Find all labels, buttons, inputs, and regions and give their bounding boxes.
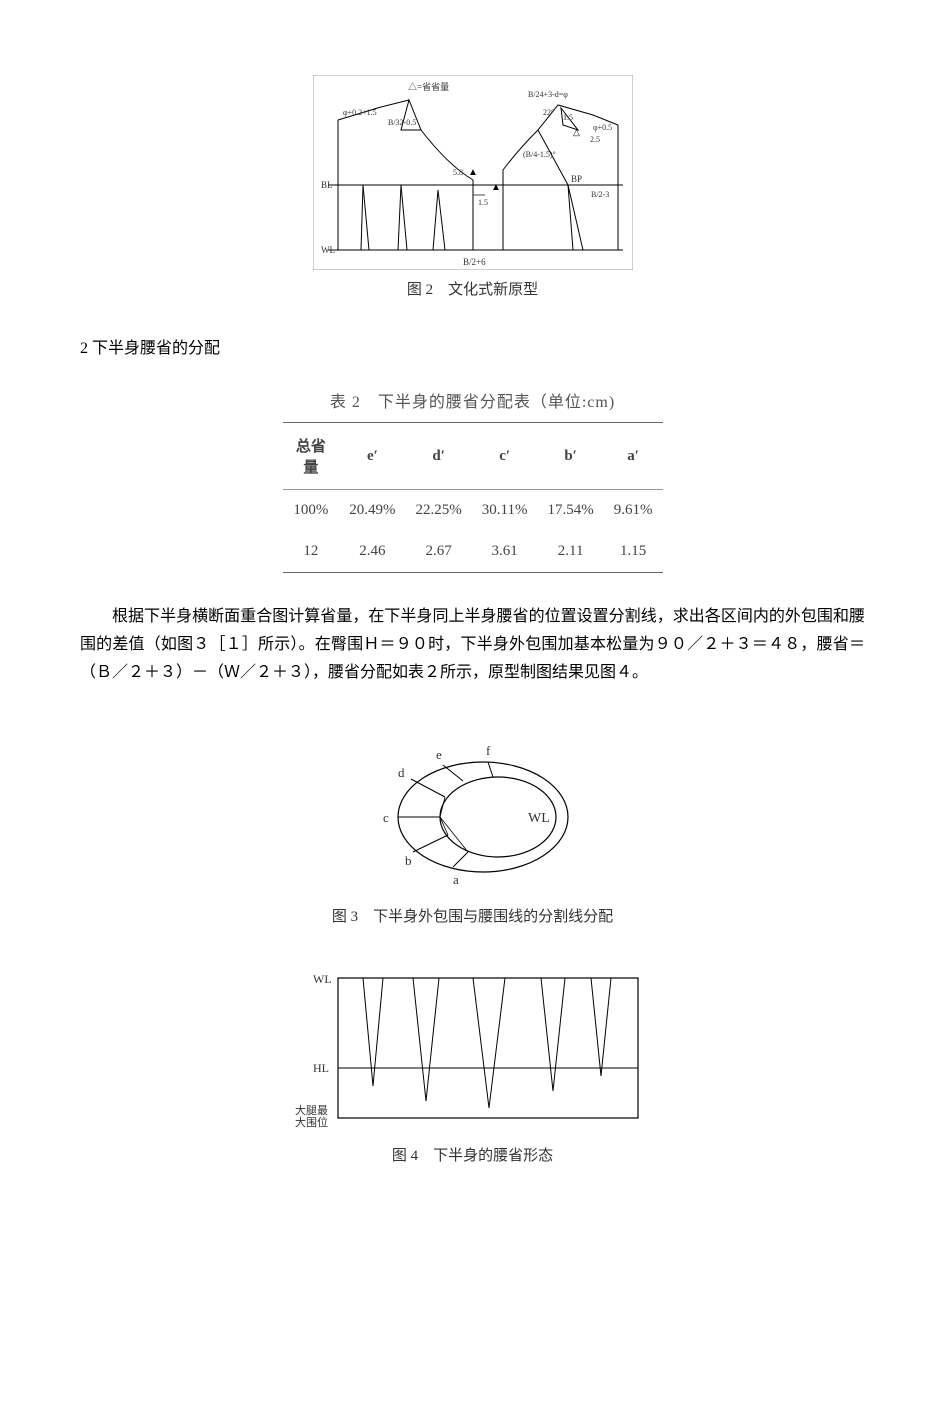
cell: 20.49% [339,490,405,532]
figure-2-caption: 图 2 文化式新原型 [407,278,538,299]
col-e: e′ [339,423,405,490]
figure-4-caption: 图 4 下半身的腰省形态 [392,1144,553,1165]
table-header-row: 总省量 e′ d′ c′ b′ a′ [283,423,663,490]
cell: 9.61% [604,490,663,532]
lbl-dart-amount: △=省省量 [408,81,449,92]
lbl-phi02: φ+0.2+1.5 [343,108,377,117]
cell: 17.54% [538,490,604,532]
lbl-58: 5.8 [453,168,463,177]
lbl-tri3: △ [573,127,580,137]
cell: 30.11% [472,490,538,532]
cell: 12 [283,531,340,573]
lbl-b23: B/2-3 [591,190,609,199]
lbl-thigh1: 大腿最 [295,1103,328,1117]
lbl-wl3: WL [528,811,550,826]
cell: 100% [283,490,340,532]
table-row: 12 2.46 2.67 3.61 2.11 1.15 [283,531,663,573]
figure-4-svg: WL HL 大腿最 大围位 [283,966,663,1136]
col-c: c′ [472,423,538,490]
figure-3-wrapper: a b c d e f WL 图 3 下半身外包围与腰围线的分割线分配 [0,737,945,926]
cell: 1.15 [604,531,663,573]
d3b [489,978,505,1108]
wd1b [363,185,369,250]
wd1a [361,185,363,250]
wd3b [438,190,445,250]
lbl-f: f [486,743,491,758]
lbl-a: a [453,872,459,887]
wd3a [433,190,438,250]
figure-3-svg: a b c d e f WL [333,737,613,897]
lbl-thigh2: 大围位 [295,1115,328,1129]
radial-f [488,762,493,777]
lbl-d: d [398,765,405,780]
d1b [373,978,383,1086]
col-a: a′ [604,423,663,490]
lbl-wl: WL [321,245,335,255]
figure-2-svg: △=省省量 φ+0.2+1.5 B/32-0.5 B/24+3-d=φ 22° … [313,75,633,270]
lbl-bl: BL [321,180,333,190]
table-row: 100% 20.49% 22.25% 30.11% 17.54% 9.61% [283,490,663,532]
d5a [591,978,601,1076]
para-line1: 根据下半身横断面重合图计算省量，在下半身同上半身腰省的位置设置分割线，求出各 [80,608,721,625]
d1a [363,978,373,1086]
lbl-wl4: WL [313,972,332,986]
table-2-wrapper: 表 2 下半身的腰省分配表（单位:cm) 总省量 e′ d′ c′ b′ a′ … [0,388,945,573]
section-2-heading: 2 下半身腰省的分配 [0,334,945,358]
radial-b [413,835,448,852]
col-d: d′ [406,423,472,490]
wd2a [398,185,401,250]
d4a [541,978,553,1091]
lbl-e: e [436,747,442,762]
cell: 2.11 [538,531,604,573]
lbl-22: 22° [543,108,554,117]
col-b: b′ [538,423,604,490]
lbl-c: c [383,810,389,825]
left-armhole [421,130,473,180]
lbl-tri1: ▲ [468,167,478,178]
d3a [473,978,489,1108]
d2b [426,978,439,1101]
lbl-b24: B/24+3-d=φ [528,90,568,99]
cell: 22.25% [406,490,472,532]
lbl-b: b [405,853,412,868]
lbl-tri2: ▲ [491,182,501,193]
cell: 2.67 [406,531,472,573]
radial-e [443,765,463,781]
figure-2-wrapper: △=省省量 φ+0.2+1.5 B/32-0.5 B/24+3-d=φ 22° … [0,75,945,299]
lbl-b32: B/32-0.5 [388,118,416,127]
d5b [601,978,611,1076]
chord3 [440,797,445,817]
chord1 [440,817,468,852]
para-line4: 原型制图结果见图４。 [488,664,648,681]
cell: 3.61 [472,531,538,573]
body-paragraph-1: 根据下半身横断面重合图计算省量，在下半身同上半身腰省的位置设置分割线，求出各区间… [0,603,945,687]
cell: 2.46 [339,531,405,573]
figure-4-wrapper: WL HL 大腿最 大围位 图 4 下半身的腰省形态 [0,966,945,1165]
d2a [413,978,426,1101]
lbl-bp: BP [571,174,582,184]
lbl-b26: B/2+6 [463,257,486,267]
radial-d [411,779,445,797]
lbl-25: 2.5 [590,135,600,144]
lbl-phi05: φ+0.5 [593,123,612,132]
lbl-hl4: HL [313,1061,329,1075]
radial-a [453,852,468,867]
wd2b [401,185,407,250]
figure-3-caption: 图 3 下半身外包围与腰围线的分割线分配 [332,905,613,926]
lbl-15: 1.5 [563,113,573,122]
table-2-title: 表 2 下半身的腰省分配表（单位:cm) [330,388,615,412]
col-total: 总省量 [283,423,340,490]
d4b [553,978,565,1091]
table-2: 总省量 e′ d′ c′ b′ a′ 100% 20.49% 22.25% 30… [283,422,663,573]
lbl-15b: 1.5 [478,198,488,207]
lbl-b4: (B/4-1.5)° [523,150,556,159]
